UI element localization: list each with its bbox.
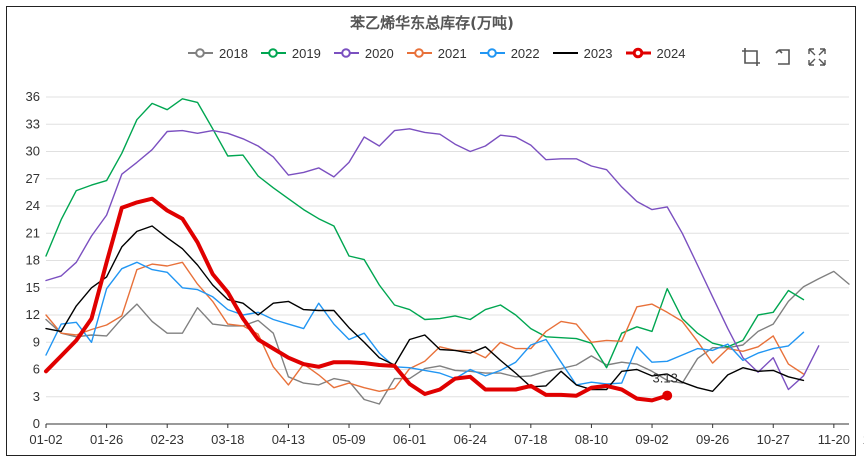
x-tick-label: 01-02 <box>29 432 62 447</box>
chart-title: 苯乙烯华东总库存(万吨) <box>350 14 514 32</box>
x-tick-label: 10-27 <box>757 432 790 447</box>
y-tick-label: 21 <box>26 225 40 240</box>
y-tick-label: 9 <box>33 334 40 349</box>
legend: 2018 2019 2020 2021 2022 2023 2024 <box>188 43 698 63</box>
x-tick-label: 06-01 <box>393 432 426 447</box>
y-tick-label: 6 <box>33 362 40 377</box>
legend-label: 2022 <box>510 45 540 61</box>
series-line-2023 <box>45 225 805 392</box>
legend-symbol-icon <box>188 48 213 58</box>
legend-item-2018[interactable]: 2018 <box>188 46 248 61</box>
x-tick-label: 02-23 <box>151 432 184 447</box>
x-tick-label: 04-13 <box>272 432 305 447</box>
series-line-2018 <box>45 270 850 405</box>
x-tick-label: 11-20 <box>818 432 850 447</box>
series-line-2021 <box>45 261 805 392</box>
legend-item-2023[interactable]: 2023 <box>552 45 613 61</box>
legend-symbol-icon <box>479 48 505 58</box>
legend-symbol-icon <box>260 48 286 58</box>
y-tick-label: 36 <box>26 89 40 104</box>
legend-item-2024[interactable]: 2024 <box>625 45 686 61</box>
legend-label: 2023 <box>583 45 613 61</box>
x-tick-label: 03-18 <box>211 432 244 447</box>
data-label: 3.13 <box>653 371 678 386</box>
y-tick-label: 12 <box>26 307 40 322</box>
data-point-2024-last <box>662 390 673 401</box>
x-tick-label: 01-26 <box>90 432 123 447</box>
x-tick-label: 09-26 <box>696 432 729 447</box>
expand-icon[interactable] <box>806 46 828 68</box>
y-tick-label: 18 <box>26 253 40 268</box>
legend-symbol-icon <box>333 48 359 58</box>
x-tick-label: 05-09 <box>332 432 365 447</box>
legend-label: 2024 <box>656 45 686 61</box>
series-line-2019 <box>45 98 805 369</box>
legend-label: 2021 <box>437 45 467 61</box>
x-tick-label: 08-10 <box>575 432 608 447</box>
legend-item-2022[interactable]: 2022 <box>479 45 540 61</box>
y-tick-label: 0 <box>33 416 40 431</box>
y-tick-label: 24 <box>26 198 40 213</box>
legend-label: 2018 <box>219 45 248 61</box>
x-tick-label: 12-13 <box>863 432 864 447</box>
x-tick-label: 07-18 <box>514 432 547 447</box>
zoom-select-icon[interactable] <box>740 46 762 68</box>
series-line-2024 <box>44 196 670 403</box>
legend-label: 2020 <box>364 45 394 61</box>
zoom-reset-icon[interactable] <box>773 46 795 68</box>
legend-symbol-icon <box>625 47 651 59</box>
toolbox <box>740 46 839 68</box>
y-tick-label: 3 <box>33 389 40 404</box>
chart-frame <box>6 6 856 456</box>
legend-symbol-icon <box>406 48 432 58</box>
y-tick-label: 27 <box>26 171 40 186</box>
legend-item-2021[interactable]: 2021 <box>406 45 467 61</box>
legend-item-2019[interactable]: 2019 <box>260 45 321 61</box>
y-tick-label: 15 <box>26 280 40 295</box>
legend-symbol-icon <box>552 52 578 54</box>
x-tick-label: 06-24 <box>454 432 487 447</box>
legend-label: 2019 <box>291 45 321 61</box>
y-tick-label: 30 <box>26 144 40 159</box>
legend-item-2020[interactable]: 2020 <box>333 45 394 61</box>
series-line-2020 <box>45 128 820 391</box>
x-tick-label: 09-02 <box>635 432 668 447</box>
y-tick-label: 33 <box>26 116 40 131</box>
series-line-2022 <box>45 261 805 386</box>
